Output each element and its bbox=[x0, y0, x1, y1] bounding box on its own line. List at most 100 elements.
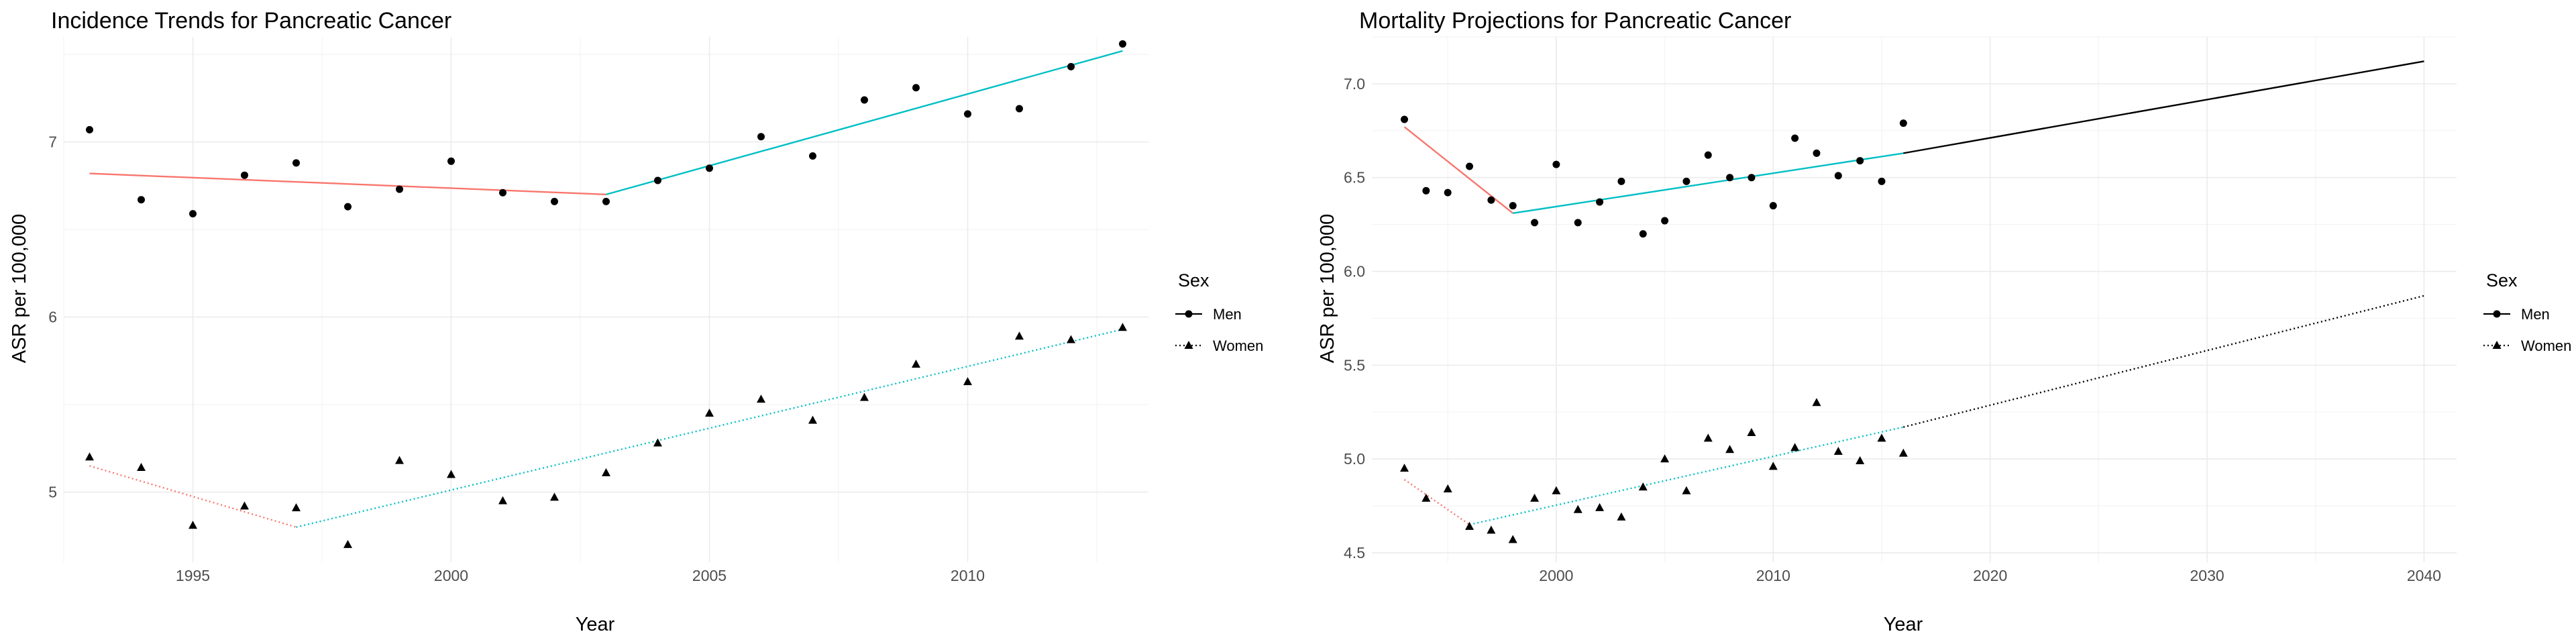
point-women bbox=[1898, 448, 1908, 457]
point-men bbox=[1552, 160, 1560, 168]
point-women bbox=[1508, 535, 1517, 543]
point-men bbox=[1748, 174, 1756, 182]
legend-item-men: Men bbox=[1175, 306, 1242, 323]
legend: Sex Men Women bbox=[1175, 270, 1263, 354]
point-women bbox=[343, 539, 352, 548]
point-men bbox=[602, 197, 610, 205]
point-women bbox=[1118, 323, 1127, 331]
point-men bbox=[1401, 115, 1409, 123]
trend-segment-men bbox=[606, 50, 1123, 196]
x-tick-label: 2020 bbox=[1973, 567, 2007, 584]
x-tick-labels: 2000 2010 2020 2030 2040 bbox=[1539, 567, 2441, 584]
point-women bbox=[1067, 335, 1075, 343]
point-men bbox=[1422, 186, 1430, 195]
legend-item-women: Women bbox=[2483, 337, 2571, 354]
trend-segment-men bbox=[1513, 152, 1904, 215]
legend-marker-women bbox=[2492, 341, 2502, 349]
point-women bbox=[808, 415, 817, 424]
point-men bbox=[189, 210, 197, 218]
x-axis-title: Year bbox=[1884, 614, 1923, 635]
point-men bbox=[1899, 119, 1907, 127]
point-men bbox=[551, 197, 558, 205]
point-men bbox=[1067, 62, 1075, 70]
legend-marker-women bbox=[1184, 341, 1193, 349]
point-women bbox=[395, 455, 404, 464]
point-men bbox=[1878, 177, 1886, 185]
y-tick-label: 4.5 bbox=[1344, 544, 1365, 561]
point-men bbox=[1617, 177, 1625, 185]
point-women bbox=[653, 438, 662, 447]
point-men bbox=[1813, 149, 1821, 157]
point-women bbox=[189, 521, 197, 529]
point-women bbox=[1660, 454, 1670, 463]
legend: Sex Men Women bbox=[2483, 270, 2571, 354]
legend-label-men: Men bbox=[1213, 306, 1242, 323]
point-men bbox=[1726, 174, 1734, 182]
point-women bbox=[1812, 398, 1821, 407]
point-men bbox=[1596, 198, 1604, 206]
point-women bbox=[705, 409, 714, 417]
point-men bbox=[706, 164, 713, 172]
point-men bbox=[447, 157, 455, 165]
point-men bbox=[292, 159, 300, 167]
legend-marker-men bbox=[2493, 310, 2501, 318]
point-men bbox=[1016, 105, 1023, 113]
point-women bbox=[912, 360, 920, 368]
point-men bbox=[1661, 217, 1669, 225]
grid bbox=[63, 37, 1148, 562]
y-axis-title: ASR per 100,000 bbox=[9, 214, 30, 363]
point-men bbox=[1769, 202, 1777, 210]
legend-label-women: Women bbox=[1213, 337, 1263, 354]
point-men bbox=[1466, 162, 1474, 170]
point-women bbox=[1682, 486, 1691, 494]
y-tick-label: 5.5 bbox=[1344, 356, 1365, 374]
point-men bbox=[86, 125, 93, 133]
point-women bbox=[1465, 521, 1474, 530]
trend-lines bbox=[1403, 60, 2424, 526]
point-women bbox=[1552, 486, 1561, 494]
point-women bbox=[860, 392, 869, 401]
point-men bbox=[499, 189, 506, 197]
point-women bbox=[757, 394, 765, 403]
x-tick-label: 2010 bbox=[951, 567, 985, 584]
point-men bbox=[1856, 157, 1864, 165]
x-tick-label: 2000 bbox=[1539, 567, 1573, 584]
x-tick-label: 2010 bbox=[1756, 567, 1790, 584]
point-men bbox=[1791, 134, 1799, 142]
point-women bbox=[1595, 502, 1605, 511]
point-women bbox=[1725, 445, 1735, 453]
trend-segment-men bbox=[1403, 126, 1513, 214]
x-tick-label: 2030 bbox=[2190, 567, 2224, 584]
point-men bbox=[138, 196, 145, 204]
y-axis-title: ASR per 100,000 bbox=[1317, 214, 1338, 363]
y-tick-labels: 5 6 7 bbox=[48, 133, 57, 501]
legend-label-women: Women bbox=[2521, 337, 2571, 354]
point-men bbox=[396, 185, 403, 193]
trend-segment-women bbox=[1903, 294, 2424, 428]
point-women bbox=[1617, 512, 1626, 521]
point-women bbox=[1638, 482, 1648, 491]
point-men bbox=[1574, 219, 1582, 227]
point-men bbox=[1834, 172, 1842, 180]
point-women bbox=[1400, 464, 1409, 472]
point-women bbox=[85, 452, 94, 461]
point-women bbox=[240, 501, 249, 510]
x-axis-title: Year bbox=[576, 614, 615, 635]
point-women bbox=[602, 468, 610, 476]
y-tick-label: 5.0 bbox=[1344, 450, 1365, 468]
trend-segment-women bbox=[296, 328, 1123, 528]
legend-marker-men bbox=[1185, 310, 1193, 318]
y-tick-label: 7 bbox=[48, 133, 57, 151]
point-men bbox=[1119, 40, 1126, 48]
legend-label-men: Men bbox=[2521, 306, 2550, 323]
y-tick-label: 5 bbox=[48, 484, 57, 501]
point-women bbox=[1833, 447, 1843, 455]
point-women bbox=[292, 503, 301, 512]
point-men bbox=[1444, 189, 1452, 197]
chart-title: Incidence Trends for Pancreatic Cancer bbox=[51, 8, 451, 34]
y-tick-label: 7.0 bbox=[1344, 75, 1365, 93]
point-women bbox=[1703, 433, 1713, 442]
x-tick-label: 1995 bbox=[176, 567, 210, 584]
point-men bbox=[344, 203, 352, 211]
